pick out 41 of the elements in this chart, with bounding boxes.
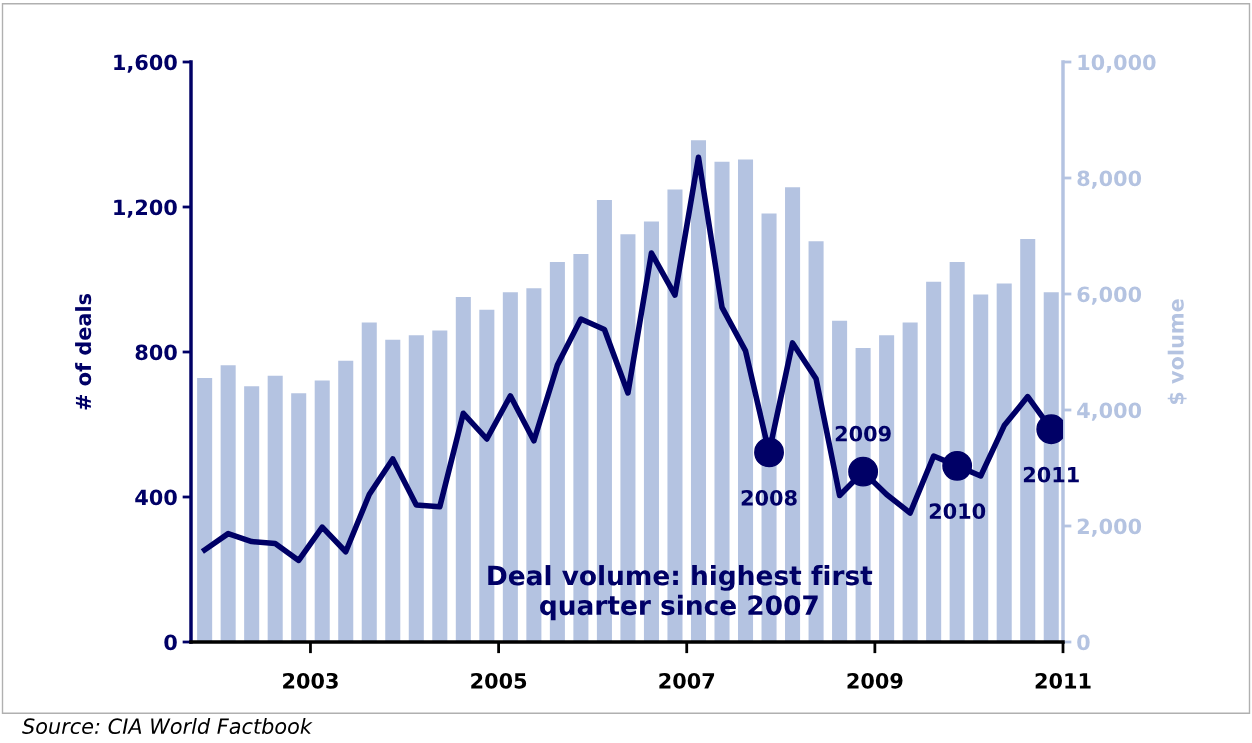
bar	[220, 365, 236, 642]
y-tick-label: 0	[164, 634, 177, 651]
y-axis-title: # of deals	[75, 294, 92, 410]
point	[942, 450, 973, 481]
source-note: Source: CIA World Factbook	[22, 717, 313, 735]
y-tick-label: 800	[135, 344, 177, 361]
bar	[267, 375, 283, 642]
bar	[996, 283, 1012, 642]
bar	[361, 322, 377, 642]
y2-tick-label: 8,000	[1077, 170, 1142, 189]
y2-tick-label: 10,000	[1078, 54, 1156, 73]
bar	[197, 378, 213, 642]
bar	[244, 386, 260, 642]
point	[848, 456, 879, 487]
bar	[314, 380, 330, 642]
bar	[291, 393, 307, 642]
y-tick-label: 1,200	[114, 199, 177, 218]
x-tick-label: 2005	[471, 672, 527, 689]
y2-tick-label: 6,000	[1077, 286, 1142, 305]
y2-tick-label: 4,000	[1077, 402, 1142, 421]
annotation: 2009	[835, 425, 891, 442]
annotation: Deal volume: highest first quarter since 2007	[488, 565, 873, 621]
x-tick-label: 2003	[283, 672, 338, 689]
bar	[432, 330, 448, 642]
y-tick-label: 400	[135, 489, 177, 506]
y2-tick-label: 0	[1077, 634, 1090, 651]
bar	[902, 322, 918, 642]
x-tick-label: 2009	[847, 672, 903, 689]
x-tick-label: 2011	[1035, 672, 1091, 689]
bar	[455, 296, 471, 642]
bar	[338, 360, 354, 642]
annotation: 2008	[741, 489, 797, 506]
bar	[385, 339, 401, 642]
annotation: 2011	[1023, 466, 1079, 483]
y2-tick-label: 2,000	[1077, 518, 1142, 537]
bar	[408, 335, 424, 642]
point	[754, 437, 784, 468]
y-tick-label: 1,600	[114, 54, 177, 73]
x-tick-label: 2007	[659, 672, 715, 689]
y2-axis-title: $ volume	[1167, 299, 1187, 405]
annotation: 2010	[929, 503, 986, 520]
